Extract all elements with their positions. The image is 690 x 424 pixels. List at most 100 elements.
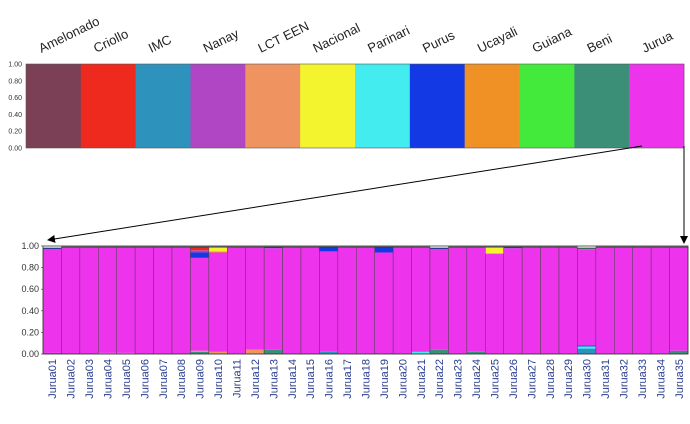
individual-label: Jurua04 (103, 359, 115, 399)
bottom-y-tick-label: 0.60 (21, 284, 39, 294)
ancestry-segment (153, 247, 172, 354)
individual-label: Jurua13 (268, 359, 280, 399)
ancestry-segment (116, 247, 136, 353)
population-label: Beni (584, 31, 614, 56)
ancestry-segment (522, 247, 541, 354)
ancestry-segment (577, 348, 596, 354)
ancestry-segment (356, 247, 375, 354)
individual-label: Jurua08 (176, 359, 188, 399)
ancestry-segment (43, 352, 62, 354)
ancestry-segment (116, 352, 136, 354)
individual-label: Jurua01 (47, 359, 59, 399)
ancestry-segment (503, 248, 523, 354)
individual-label: Jurua11 (232, 359, 244, 398)
ancestry-segment (79, 247, 99, 354)
ancestry-segment (61, 247, 80, 354)
bottom-plot-frame (42, 245, 689, 355)
population-structure-chart: 0.00 0.20 0.40 0.60 0.80 1.00 AmelonadoCriollo… (8, 13, 685, 153)
individual-label: Jurua33 (637, 359, 649, 399)
zoom-arrow-left (47, 145, 643, 243)
top-y-tick-label: 0.80 (8, 78, 22, 85)
population-label: IMC (146, 32, 174, 56)
individual-label: Jurua28 (545, 359, 557, 399)
ancestry-segment (208, 252, 228, 352)
population-bar (464, 64, 520, 148)
individual-label: Jurua15 (305, 359, 317, 399)
ancestry-segment (651, 247, 670, 354)
population-label: Ucayali (475, 23, 520, 55)
jurua-individuals-chart: 0.00 0.20 0.40 0.60 0.80 1.00 Jurua01 Jurua02 Ju… (21, 241, 689, 399)
population-label: Nanay (201, 26, 242, 56)
ancestry-segment (319, 247, 338, 252)
population-label: Parinari (365, 23, 412, 56)
ancestry-segment (264, 349, 283, 354)
ancestry-segment (208, 247, 228, 252)
individual-label: Jurua18 (361, 359, 373, 399)
individual-label: Jurua10 (213, 359, 225, 399)
ancestry-segment (98, 247, 117, 353)
ancestry-segment (374, 247, 394, 253)
ancestry-segment (190, 350, 209, 352)
individual-label: Jurua03 (84, 359, 96, 399)
ancestry-segment (540, 247, 559, 354)
individual-label: Jurua31 (600, 359, 612, 399)
ancestry-segment (411, 351, 430, 354)
ancestry-segment (43, 249, 62, 353)
ancestry-segment (485, 247, 504, 254)
population-bar (190, 64, 246, 148)
ancestry-segment (264, 247, 283, 249)
ancestry-segment (448, 247, 467, 354)
individual-label: Jurua07 (158, 359, 170, 399)
population-label: LCT EEN (255, 18, 311, 55)
individual-label: Jurua02 (66, 359, 78, 399)
ancestry-segment (430, 349, 449, 354)
ancestry-segment (466, 247, 486, 352)
individual-label: Jurua27 (526, 359, 538, 399)
ancestry-segment (577, 249, 596, 346)
ancestry-segment (337, 247, 357, 354)
individual-label: Jurua05 (121, 359, 133, 399)
individual-label: Jurua12 (250, 359, 262, 399)
ancestry-segment (577, 248, 596, 250)
individual-label: Jurua32 (619, 359, 631, 399)
population-bar (245, 64, 301, 148)
bottom-y-tick-label: 1.00 (21, 241, 39, 251)
population-label: Nacional (310, 20, 362, 56)
ancestry-segment (190, 247, 209, 251)
population-bar (300, 64, 356, 148)
individual-label: Jurua34 (655, 359, 667, 399)
ancestry-segment (135, 247, 154, 354)
top-y-tick-label: 0.00 (8, 146, 22, 153)
individual-label: Jurua09 (195, 359, 207, 399)
ancestry-segment (190, 250, 209, 253)
ancestry-segment (319, 351, 338, 354)
population-bar (574, 64, 630, 148)
individual-label: Jurua16 (324, 359, 336, 399)
ancestry-segment (190, 257, 209, 351)
population-bar (80, 64, 136, 148)
bottom-y-tick-label: 0.80 (21, 263, 39, 273)
population-label: Criollo (91, 26, 131, 56)
ancestry-segment (245, 349, 265, 354)
ancestry-segment (411, 247, 430, 352)
ancestry-segment (577, 345, 596, 347)
individual-label: Jurua19 (379, 359, 391, 399)
ancestry-segment (301, 247, 320, 354)
individual-label: Jurua35 (674, 359, 686, 399)
individual-label: Jurua14 (287, 359, 299, 399)
ancestry-segment (595, 247, 615, 354)
population-bar (409, 64, 465, 148)
ancestry-segment (466, 351, 486, 354)
top-y-tick-label: 0.60 (8, 95, 22, 102)
ancestry-segment (503, 247, 523, 249)
ancestry-segment (577, 346, 596, 349)
ancestry-segment (374, 252, 394, 354)
ancestry-segment (172, 247, 191, 354)
individual-label: Jurua30 (582, 359, 594, 399)
population-bar (519, 64, 575, 148)
ancestry-segment (669, 247, 688, 351)
bottom-y-tick-label: 0.00 (21, 349, 39, 359)
ancestry-segment (393, 247, 412, 354)
individual-label: Jurua20 (397, 359, 409, 399)
